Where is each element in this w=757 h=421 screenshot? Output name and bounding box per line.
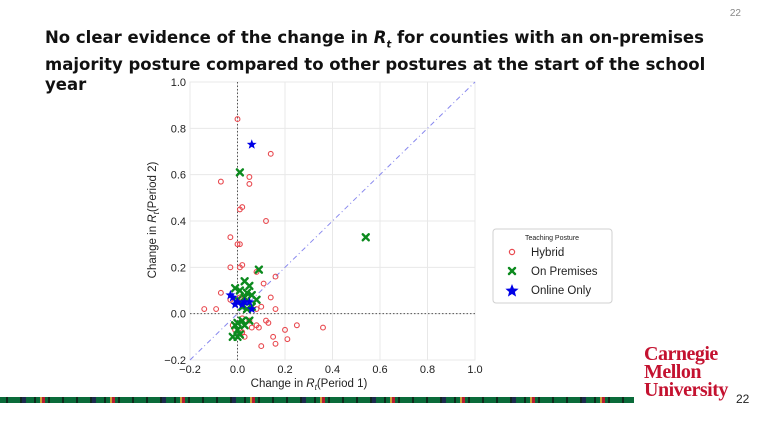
hybrid-point bbox=[239, 262, 246, 268]
on-premises-point bbox=[254, 265, 264, 274]
hybrid-point bbox=[258, 303, 265, 310]
hybrid-point bbox=[282, 326, 288, 333]
hybrid-point bbox=[272, 306, 279, 312]
y-tick-label: 0.6 bbox=[171, 170, 186, 182]
online-only-point bbox=[244, 296, 255, 307]
on-premises-point bbox=[233, 332, 242, 342]
y-axis-label: Change in Rt(Period 2) bbox=[147, 162, 161, 279]
y-tick-label: −0.2 bbox=[164, 355, 186, 367]
hybrid-point bbox=[239, 204, 246, 211]
legend-hybrid-marker bbox=[508, 248, 516, 256]
cmu-logo: Carnegie Mellon University bbox=[644, 343, 728, 401]
on-premises-point bbox=[235, 168, 245, 177]
online-only-point bbox=[246, 303, 257, 314]
hybrid-point bbox=[253, 269, 260, 275]
title-subscript: t bbox=[386, 39, 392, 51]
hybrid-point bbox=[284, 336, 291, 343]
hybrid-point bbox=[246, 317, 253, 324]
y-tick-label: 0.2 bbox=[171, 262, 186, 274]
x-tick-label: 0.6 bbox=[372, 364, 387, 376]
hybrid-point bbox=[246, 174, 253, 180]
chart-ticks: −0.2 0.0 0.2 0.4 0.6 0.8 1.0 −0.2 0.0 0.2 0.4 0.6 0.… bbox=[164, 77, 482, 376]
x-tick-label: 0.8 bbox=[420, 364, 435, 376]
tartan-stripe bbox=[0, 397, 634, 403]
hybrid-point bbox=[263, 218, 269, 224]
hybrid-point bbox=[217, 289, 224, 296]
logo-line-1: Carnegie bbox=[644, 343, 718, 365]
slide-number-top: 22 bbox=[729, 8, 741, 19]
online-only-point bbox=[246, 139, 257, 149]
chart-legend: Teaching Posture Hybrid On Premises Onli… bbox=[492, 228, 613, 304]
hybrid-point bbox=[255, 324, 262, 331]
chart-marks bbox=[201, 116, 370, 350]
on-premises-point bbox=[230, 283, 240, 293]
x-tick-label: 0.4 bbox=[325, 364, 340, 376]
online-only-point bbox=[239, 296, 250, 307]
online-only-point bbox=[232, 296, 243, 307]
hybrid-point bbox=[260, 280, 267, 287]
y-tick-label: 0.8 bbox=[171, 123, 186, 135]
online-only-point bbox=[230, 299, 241, 309]
legend-on-premises-marker bbox=[507, 266, 517, 276]
on-premises-point bbox=[242, 304, 252, 314]
logo-line-2: Mellon bbox=[644, 361, 701, 383]
hybrid-point bbox=[293, 322, 300, 329]
x-axis-label: Change in Rt(Period 1) bbox=[251, 378, 368, 392]
x-tick-label: −0.2 bbox=[179, 364, 201, 376]
hybrid-point bbox=[320, 324, 326, 331]
hybrid-point bbox=[227, 264, 234, 271]
hybrid-point bbox=[227, 234, 234, 241]
x-tick-label: 0.2 bbox=[277, 364, 292, 376]
hybrid-point bbox=[217, 178, 224, 185]
chart-axes bbox=[189, 81, 476, 361]
on-premises-point bbox=[245, 281, 254, 291]
on-premises-point bbox=[233, 325, 242, 335]
y-tick-label: 0.0 bbox=[171, 309, 186, 321]
on-premises-point bbox=[235, 286, 245, 295]
legend-online-only-label: Online Only bbox=[531, 285, 591, 297]
hybrid-point bbox=[234, 116, 241, 123]
on-premises-point bbox=[361, 233, 370, 242]
legend-on-premises-label: On Premises bbox=[531, 266, 598, 278]
on-premises-point bbox=[242, 288, 252, 298]
on-premises-point bbox=[238, 316, 247, 325]
hybrid-point bbox=[246, 180, 253, 187]
hybrid-point bbox=[236, 241, 243, 248]
title-text-2: for counties with an on-premises majorit… bbox=[45, 28, 706, 95]
x-tick-label: 1.0 bbox=[467, 364, 482, 376]
slide-number-bottom: 22 bbox=[736, 392, 750, 406]
hybrid-point bbox=[270, 333, 277, 340]
legend-title: Teaching Posture bbox=[525, 235, 579, 242]
hybrid-point bbox=[267, 150, 274, 157]
hybrid-point bbox=[201, 306, 208, 312]
on-premises-point bbox=[240, 321, 249, 330]
hybrid-point bbox=[248, 324, 255, 331]
slide-title: No clear evidence of the change in Rt fo… bbox=[45, 28, 735, 95]
hybrid-point bbox=[265, 319, 272, 326]
title-text-1: No clear evidence of the change in bbox=[45, 28, 374, 47]
legend-box bbox=[492, 228, 613, 304]
on-premises-point bbox=[252, 295, 261, 304]
legend-online-only-marker bbox=[505, 284, 519, 297]
y-tick-label: 0.4 bbox=[171, 216, 186, 228]
hybrid-point bbox=[267, 294, 274, 301]
title-symbol: R bbox=[373, 28, 387, 47]
hybrid-point bbox=[272, 273, 279, 280]
x-tick-label: 0.0 bbox=[230, 364, 245, 376]
hybrid-point bbox=[213, 306, 220, 312]
legend-hybrid-label: Hybrid bbox=[531, 247, 564, 259]
on-premises-point bbox=[230, 321, 240, 330]
logo-line-3: University bbox=[644, 379, 728, 401]
online-only-point bbox=[225, 289, 236, 300]
y-tick-label: 1.0 bbox=[171, 77, 186, 89]
hybrid-point bbox=[258, 343, 265, 350]
hybrid-point bbox=[272, 340, 279, 347]
scatter-chart: −0.2 0.0 0.2 0.4 0.6 0.8 1.0 −0.2 0.0 0.2 0.4 0.6 0.… bbox=[147, 77, 613, 392]
hybrid-point bbox=[234, 241, 241, 248]
